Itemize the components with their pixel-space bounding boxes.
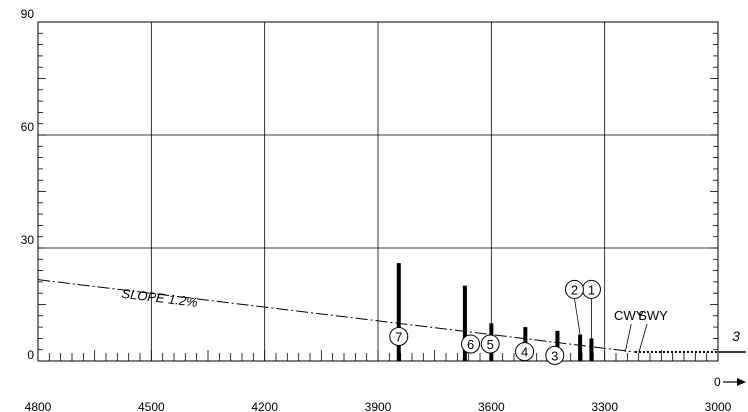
slope-label: SLOPE 1.2% (121, 286, 199, 310)
y-tick-label: 0 (27, 348, 34, 362)
x-tick-label: 4500 (138, 400, 165, 412)
swy-label: SWY (638, 308, 668, 323)
cwy-label: CWY (614, 308, 645, 323)
origin-label: 0 (714, 375, 721, 389)
obstacle-tag-circle (515, 342, 535, 362)
obstacle-tag-circle (389, 327, 409, 347)
swy-leader (638, 323, 648, 353)
obstacle-tag-label: 3 (551, 348, 558, 363)
obstacle-tag-leader (574, 298, 581, 335)
obstacle-tag-circle (545, 345, 565, 365)
x-tick-label: 3300 (591, 400, 618, 412)
obstacle-tag-label: 1 (588, 282, 595, 297)
runway-end-label: 3 (732, 328, 740, 344)
x-tick-label: 3900 (365, 400, 392, 412)
obstacle-tag-label: 7 (395, 330, 402, 345)
obstacle-tag-circle (461, 334, 481, 354)
obstacle-tag-label: 5 (487, 337, 494, 352)
y-tick-label: 30 (21, 233, 35, 247)
obstacle-tag-label: 4 (521, 345, 528, 360)
x-tick-label: 3600 (478, 400, 505, 412)
grid (38, 22, 718, 361)
plot-frame (37, 21, 719, 362)
y-tick-label: 60 (21, 120, 35, 134)
x-tick-labels: 4800 4500 4200 3900 3600 3300 3000 (25, 400, 732, 412)
obstacle-tag-circle (480, 334, 500, 354)
obstacle-tag-label: 2 (571, 282, 578, 297)
origin-arrow-head (737, 378, 746, 386)
cwy-leader (624, 323, 632, 353)
x-tick-label: 4200 (251, 400, 278, 412)
slope-line (37, 279, 635, 353)
y-tick-label: 90 (21, 7, 35, 21)
y-tick-labels: 0 30 60 90 (21, 7, 35, 362)
slope-line-group: SLOPE 1.2% (37, 279, 635, 353)
x-tick-label: 3000 (705, 400, 732, 412)
obstacle-tag-label: 6 (467, 337, 474, 352)
x-tick-label: 4800 (25, 400, 52, 412)
